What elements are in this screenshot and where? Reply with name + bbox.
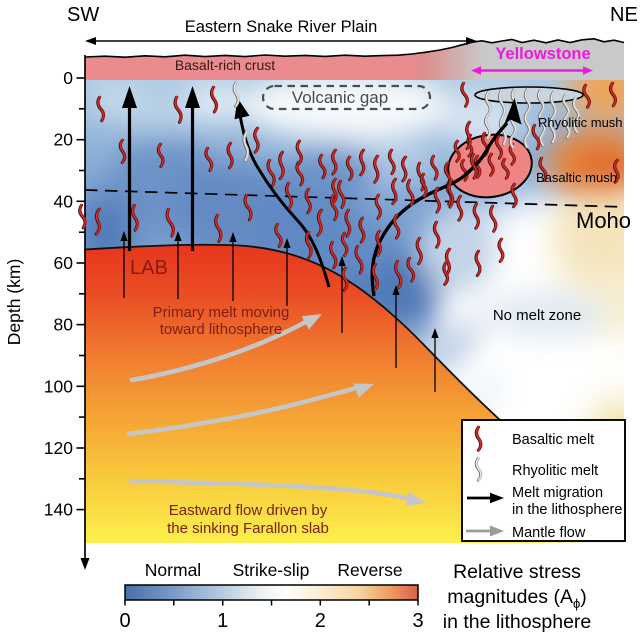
svg-text:LAB: LAB: [130, 257, 168, 279]
svg-text:Moho: Moho: [576, 208, 631, 233]
svg-text:Eastward flow driven by: Eastward flow driven by: [169, 502, 328, 519]
svg-text:20: 20: [54, 130, 74, 150]
svg-text:Eastern Snake River Plain: Eastern Snake River Plain: [185, 18, 378, 36]
svg-text:Rhyolitic mush: Rhyolitic mush: [538, 115, 623, 130]
svg-text:Rhyolitic melt: Rhyolitic melt: [512, 463, 598, 479]
svg-text:Melt migration: Melt migration: [512, 485, 603, 501]
svg-text:2: 2: [315, 610, 326, 632]
svg-text:SW: SW: [67, 4, 99, 26]
svg-text:in the lithosphere: in the lithosphere: [512, 502, 622, 518]
svg-text:140: 140: [44, 500, 73, 520]
svg-text:Relative stress: Relative stress: [453, 561, 581, 583]
svg-text:Basalt-rich crust: Basalt-rich crust: [175, 57, 275, 73]
svg-text:80: 80: [54, 315, 74, 335]
svg-text:100: 100: [44, 376, 73, 396]
svg-text:60: 60: [54, 253, 74, 273]
svg-text:3: 3: [412, 610, 423, 632]
svg-text:the sinking Farallon slab: the sinking Farallon slab: [167, 520, 329, 537]
svg-text:40: 40: [54, 191, 74, 211]
svg-text:0: 0: [63, 68, 73, 88]
svg-text:Depth (km): Depth (km): [4, 259, 24, 346]
svg-text:NE: NE: [610, 4, 638, 26]
svg-text:Mantle flow: Mantle flow: [512, 525, 586, 541]
svg-text:in the lithosphere: in the lithosphere: [443, 611, 592, 633]
svg-text:magnitudes (Aϕ): magnitudes (Aϕ): [447, 586, 587, 611]
svg-text:No melt zone: No melt zone: [493, 307, 581, 324]
svg-text:Strike-slip: Strike-slip: [233, 560, 310, 580]
svg-text:Yellowstone: Yellowstone: [495, 45, 590, 63]
svg-text:Primary melt moving: Primary melt moving: [153, 304, 290, 321]
svg-text:Basaltic mush: Basaltic mush: [536, 170, 617, 185]
svg-text:toward lithosphere: toward lithosphere: [160, 321, 283, 338]
svg-text:Basaltic melt: Basaltic melt: [512, 432, 594, 448]
svg-text:Normal: Normal: [145, 560, 201, 580]
svg-text:120: 120: [44, 438, 73, 458]
svg-text:Volcanic gap: Volcanic gap: [292, 88, 388, 107]
svg-text:0: 0: [119, 610, 130, 632]
svg-text:Reverse: Reverse: [337, 560, 402, 580]
svg-text:1: 1: [217, 610, 228, 632]
